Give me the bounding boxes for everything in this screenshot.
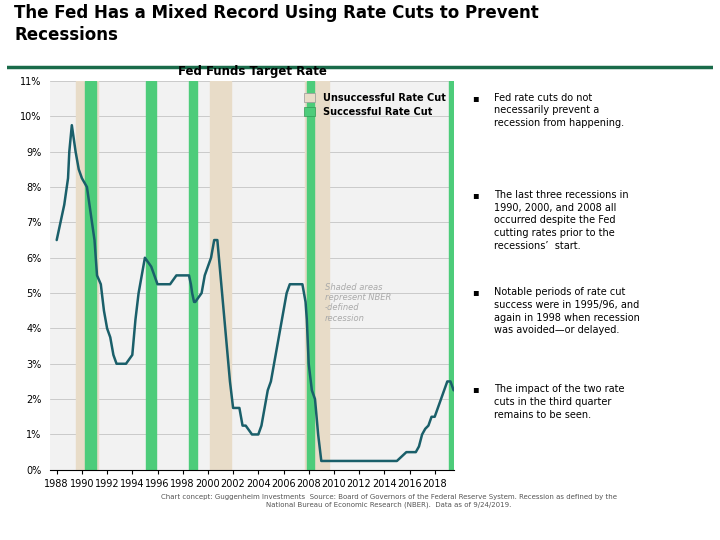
Bar: [76, 81, 99, 470]
Text: 7: 7: [22, 512, 32, 527]
Bar: [85, 81, 96, 470]
Legend: Unsuccessful Rate Cut, Successful Rate Cut: Unsuccessful Rate Cut, Successful Rate C…: [300, 90, 449, 119]
Text: Chart concept: Guggenheim Investments  Source: Board of Governors of the Federal: Chart concept: Guggenheim Investments So…: [161, 494, 617, 508]
Bar: [210, 81, 230, 470]
Bar: [305, 81, 329, 470]
Bar: [307, 81, 314, 470]
Bar: [146, 81, 156, 470]
Text: The Fed Has a Mixed Record Using Rate Cuts to Prevent
Recessions: The Fed Has a Mixed Record Using Rate Cu…: [14, 3, 539, 44]
Text: ▪: ▪: [472, 93, 479, 103]
Text: Fed rate cuts do not
necessarily prevent a
recession from happening.: Fed rate cuts do not necessarily prevent…: [494, 93, 624, 129]
Text: ▪: ▪: [472, 287, 479, 297]
Text: Notable periods of rate cut
success were in 1995/96, and
again in 1998 when rece: Notable periods of rate cut success were…: [494, 287, 640, 335]
Text: The impact of the two rate
cuts in the third quarter
remains to be seen.: The impact of the two rate cuts in the t…: [494, 384, 625, 420]
Text: ▪: ▪: [472, 190, 479, 200]
Text: ▪: ▪: [472, 384, 479, 394]
Bar: [189, 81, 197, 470]
Title: Fed Funds Target Rate: Fed Funds Target Rate: [178, 65, 326, 78]
Text: The last three recessions in
1990, 2000, and 2008 all
occurred despite the Fed
c: The last three recessions in 1990, 2000,…: [494, 190, 629, 251]
Bar: [449, 81, 454, 470]
Text: Shaded areas
represent NBER
-defined
recession: Shaded areas represent NBER -defined rec…: [325, 282, 391, 323]
